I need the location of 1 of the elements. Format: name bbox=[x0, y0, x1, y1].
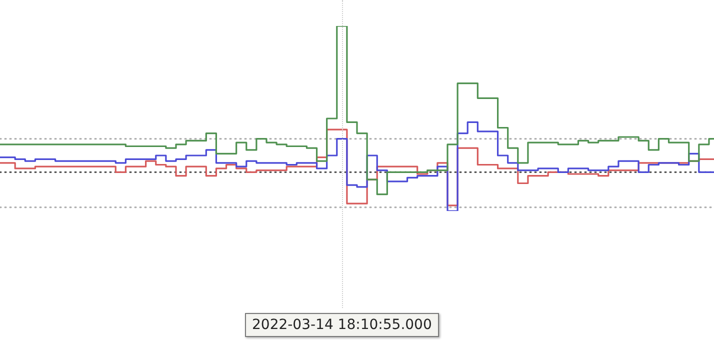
text: 2022-03-14 18:10:55.000 bbox=[245, 313, 439, 337]
